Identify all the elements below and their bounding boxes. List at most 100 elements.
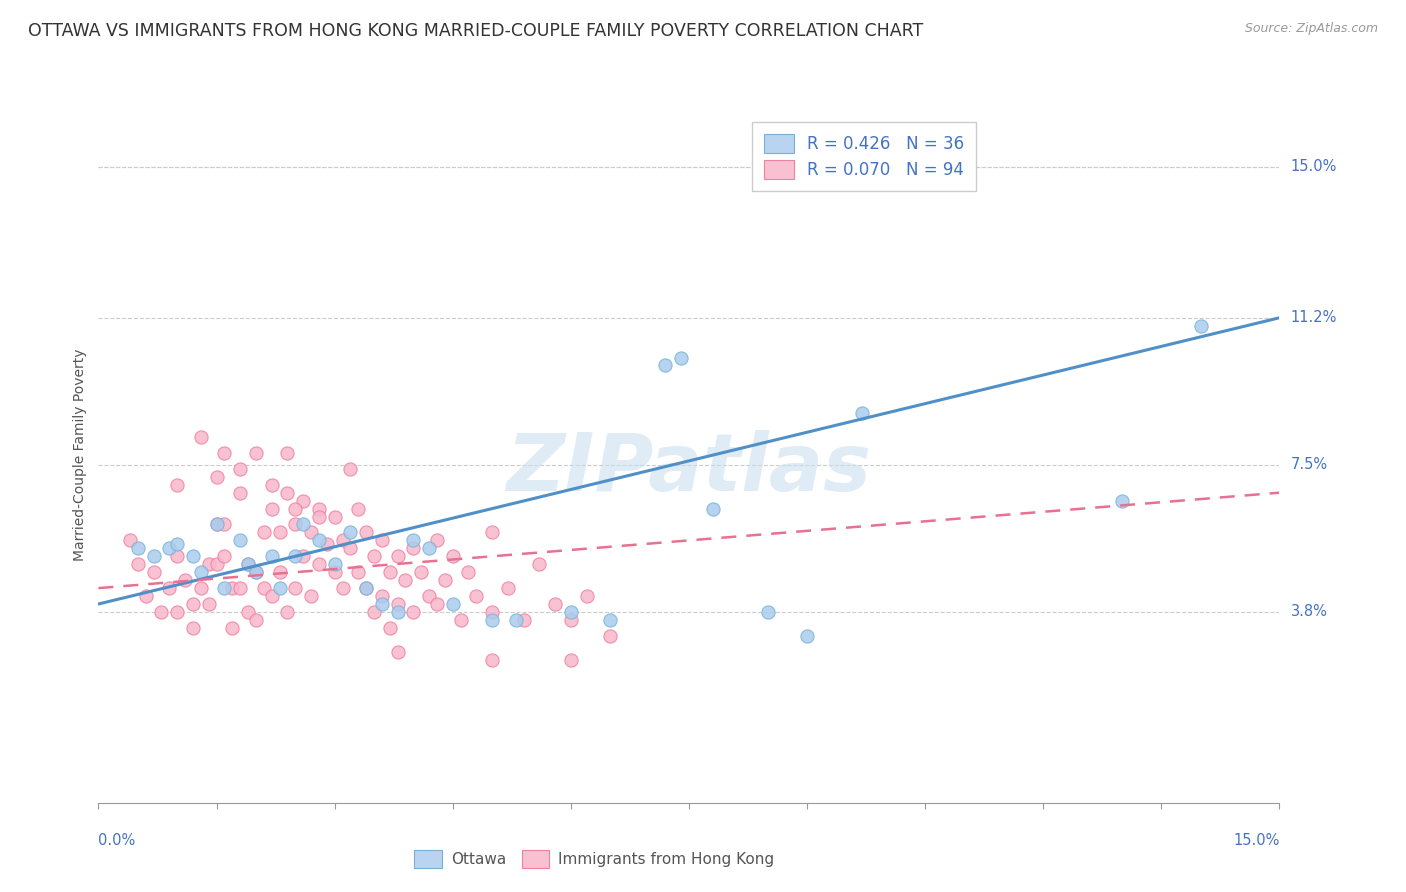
Point <box>599 629 621 643</box>
Point <box>354 581 377 595</box>
Point <box>205 470 228 484</box>
Point <box>371 589 394 603</box>
Text: 11.2%: 11.2% <box>1291 310 1337 326</box>
Point <box>142 565 165 579</box>
Point <box>394 573 416 587</box>
Point <box>426 597 449 611</box>
Point <box>214 517 236 532</box>
Point <box>465 589 488 603</box>
Point <box>190 565 212 579</box>
Point <box>323 509 346 524</box>
Point <box>166 537 188 551</box>
Point <box>260 501 283 516</box>
Y-axis label: Married-Couple Family Poverty: Married-Couple Family Poverty <box>73 349 87 561</box>
Point <box>205 517 228 532</box>
Point <box>669 351 692 365</box>
Text: OTTAWA VS IMMIGRANTS FROM HONG KONG MARRIED-COUPLE FAMILY POVERTY CORRELATION CH: OTTAWA VS IMMIGRANTS FROM HONG KONG MARR… <box>28 22 924 40</box>
Point <box>205 517 228 532</box>
Point <box>796 629 818 643</box>
Point <box>236 558 259 572</box>
Text: Source: ZipAtlas.com: Source: ZipAtlas.com <box>1244 22 1378 36</box>
Point <box>276 446 298 460</box>
Point <box>142 549 165 564</box>
Point <box>197 597 219 611</box>
Point <box>276 485 298 500</box>
Point <box>418 589 440 603</box>
Point <box>181 621 204 635</box>
Point <box>190 430 212 444</box>
Point <box>284 581 307 595</box>
Point <box>174 573 197 587</box>
Point <box>387 597 409 611</box>
Point <box>371 597 394 611</box>
Point <box>457 565 479 579</box>
Point <box>157 541 180 556</box>
Point <box>529 558 551 572</box>
Point <box>284 517 307 532</box>
Point <box>363 549 385 564</box>
Point <box>339 462 361 476</box>
Point <box>560 613 582 627</box>
Point <box>418 541 440 556</box>
Point <box>229 462 252 476</box>
Point <box>299 525 322 540</box>
Point <box>127 541 149 556</box>
Point <box>166 549 188 564</box>
Point <box>260 589 283 603</box>
Point <box>433 573 456 587</box>
Point <box>347 501 370 516</box>
Point <box>378 621 401 635</box>
Point <box>245 446 267 460</box>
Point <box>387 549 409 564</box>
Text: 0.0%: 0.0% <box>98 833 135 848</box>
Point <box>481 613 503 627</box>
Point <box>371 533 394 548</box>
Text: 3.8%: 3.8% <box>1291 605 1327 619</box>
Point <box>135 589 157 603</box>
Point <box>284 501 307 516</box>
Point <box>214 581 236 595</box>
Point <box>354 525 377 540</box>
Point <box>190 581 212 595</box>
Point <box>229 581 252 595</box>
Point <box>481 653 503 667</box>
Point <box>441 597 464 611</box>
Point <box>236 558 259 572</box>
Point <box>269 581 291 595</box>
Text: ZIPatlas: ZIPatlas <box>506 430 872 508</box>
Point <box>308 509 330 524</box>
Point <box>560 653 582 667</box>
Point <box>221 581 243 595</box>
Point <box>402 541 425 556</box>
Point <box>166 605 188 619</box>
Point <box>387 605 409 619</box>
Point <box>402 605 425 619</box>
Point <box>299 589 322 603</box>
Point <box>402 533 425 548</box>
Point <box>205 558 228 572</box>
Point <box>702 501 724 516</box>
Point <box>284 549 307 564</box>
Point <box>339 541 361 556</box>
Point <box>269 565 291 579</box>
Point <box>166 477 188 491</box>
Point <box>575 589 598 603</box>
Point <box>308 533 330 548</box>
Point <box>157 581 180 595</box>
Point <box>332 533 354 548</box>
Point <box>323 558 346 572</box>
Point <box>245 565 267 579</box>
Point <box>260 477 283 491</box>
Point <box>245 613 267 627</box>
Point <box>354 581 377 595</box>
Point <box>756 605 779 619</box>
Point <box>269 525 291 540</box>
Point <box>339 525 361 540</box>
Point <box>292 517 315 532</box>
Point <box>221 621 243 635</box>
Point <box>323 565 346 579</box>
Legend: Ottawa, Immigrants from Hong Kong: Ottawa, Immigrants from Hong Kong <box>406 842 782 875</box>
Point <box>197 558 219 572</box>
Point <box>214 446 236 460</box>
Point <box>276 605 298 619</box>
